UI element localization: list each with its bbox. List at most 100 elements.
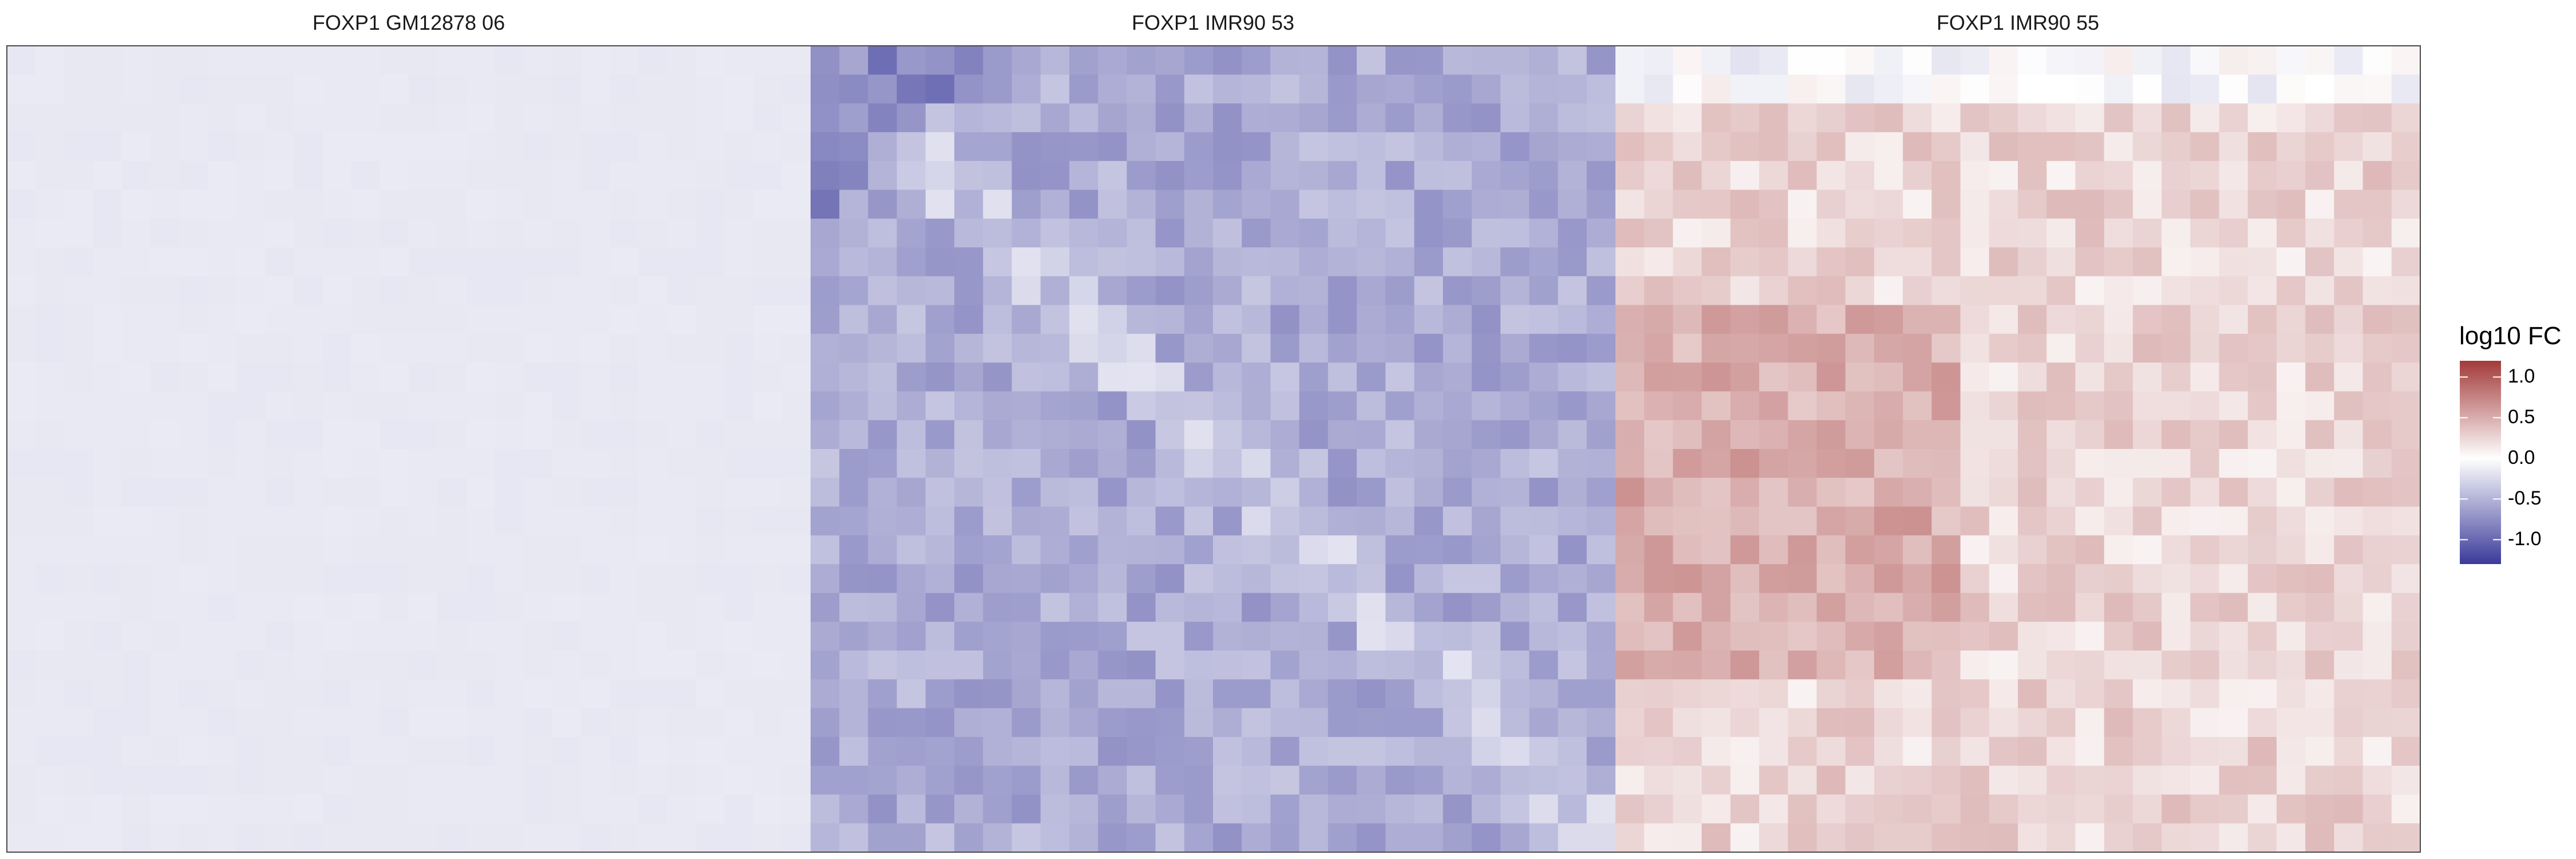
heatmap-cell: [2334, 218, 2364, 248]
heatmap-cell: [64, 305, 94, 334]
heatmap-cell: [179, 535, 208, 565]
heatmap-cell: [781, 823, 811, 853]
heatmap-cell: [552, 593, 582, 622]
heatmap-cell: [638, 506, 667, 536]
heatmap-cell: [150, 333, 180, 363]
heatmap-cell: [265, 535, 295, 565]
heatmap-cell: [954, 593, 983, 622]
heatmap-cell: [667, 823, 697, 853]
heatmap-cell: [2190, 794, 2220, 824]
heatmap-cell: [208, 362, 237, 392]
heatmap-cell: [753, 132, 783, 161]
heatmap-cell: [1270, 46, 1300, 75]
heatmap-cell: [523, 305, 553, 334]
heatmap-cell: [64, 679, 94, 709]
heatmap-cell: [839, 708, 869, 738]
heatmap-cell: [954, 74, 983, 104]
heatmap-cell: [2391, 736, 2421, 766]
heatmap-cell: [1730, 478, 1760, 507]
heatmap-cell: [1644, 766, 1674, 795]
heatmap-cell: [380, 478, 409, 507]
heatmap-cell: [2132, 333, 2162, 363]
heatmap-cell: [64, 593, 94, 622]
heatmap-cell: [409, 161, 438, 191]
heatmap-cell: [1788, 161, 1818, 191]
heatmap-cell: [2162, 621, 2191, 651]
heatmap-cell: [35, 420, 65, 450]
heatmap-cell: [1069, 736, 1099, 766]
heatmap-cell: [2391, 766, 2421, 795]
heatmap-cell: [2190, 362, 2220, 392]
heatmap-cell: [1903, 449, 1932, 478]
heatmap-cell: [1989, 305, 2018, 334]
heatmap-cell: [667, 247, 697, 277]
heatmap-cell: [1845, 247, 1875, 277]
heatmap-cell: [753, 478, 783, 507]
heatmap-cell: [696, 506, 725, 536]
heatmap-cell: [1385, 823, 1415, 853]
heatmap-cell: [552, 103, 582, 133]
heatmap-cell: [2362, 74, 2392, 104]
heatmap-cell: [1931, 593, 1961, 622]
heatmap-cell: [1931, 708, 1961, 738]
heatmap-cell: [2219, 276, 2249, 306]
heatmap-cell: [610, 161, 639, 191]
heatmap-cell: [983, 651, 1013, 680]
heatmap-cell: [380, 593, 409, 622]
heatmap-cell: [1558, 362, 1587, 392]
heatmap-cell: [1471, 621, 1501, 651]
heatmap-cell: [1558, 736, 1587, 766]
heatmap-cell: [1788, 276, 1818, 306]
heatmap-cell: [1184, 564, 1214, 594]
heatmap-cell: [1327, 305, 1357, 334]
heatmap-cell: [1931, 74, 1961, 104]
heatmap-cell: [724, 535, 754, 565]
heatmap-cell: [1500, 46, 1530, 75]
heatmap-cell: [2132, 132, 2162, 161]
heatmap-cell: [93, 823, 123, 853]
heatmap-cell: [1012, 74, 1041, 104]
heatmap-cell: [1586, 103, 1616, 133]
heatmap-cell: [1960, 420, 1990, 450]
heatmap-cell: [208, 766, 237, 795]
heatmap-cell: [1701, 535, 1731, 565]
heatmap-cell: [638, 276, 667, 306]
heatmap-cell: [610, 823, 639, 853]
heatmap-cell: [1931, 391, 1961, 421]
heatmap-cell: [1730, 794, 1760, 824]
heatmap-cell: [1701, 333, 1731, 363]
heatmap-cell: [2219, 736, 2249, 766]
heatmap-cell: [696, 391, 725, 421]
heatmap-cell: [1327, 535, 1357, 565]
heatmap-cell: [35, 190, 65, 219]
heatmap-cell: [2276, 103, 2306, 133]
heatmap-cell: [2018, 679, 2047, 709]
heatmap-cell: [179, 506, 208, 536]
heatmap-cell: [1040, 305, 1070, 334]
heatmap-cell: [208, 708, 237, 738]
heatmap-cell: [2305, 708, 2334, 738]
heatmap-cell: [2219, 449, 2249, 478]
heatmap-cell: [35, 794, 65, 824]
heatmap-cell: [1960, 478, 1990, 507]
heatmap-cell: [1471, 679, 1501, 709]
heatmap-cell: [2247, 736, 2277, 766]
heatmap-cell: [495, 218, 524, 248]
heatmap-cell: [437, 190, 467, 219]
heatmap-cell: [1299, 391, 1329, 421]
heatmap-cell: [1155, 218, 1185, 248]
heatmap-cell: [437, 535, 467, 565]
heatmap-cell: [811, 190, 840, 219]
heatmap-cell: [466, 103, 496, 133]
heatmap-cell: [64, 794, 94, 824]
heatmap-cell: [1443, 621, 1472, 651]
heatmap-cell: [1701, 132, 1731, 161]
heatmap-cell: [2162, 333, 2191, 363]
heatmap-cell: [179, 190, 208, 219]
heatmap-cell: [2104, 651, 2134, 680]
heatmap-cell: [1673, 679, 1702, 709]
heatmap-cell: [2219, 46, 2249, 75]
heatmap-cell: [2391, 449, 2421, 478]
heatmap-cell: [1788, 305, 1818, 334]
heatmap-cell: [580, 766, 610, 795]
